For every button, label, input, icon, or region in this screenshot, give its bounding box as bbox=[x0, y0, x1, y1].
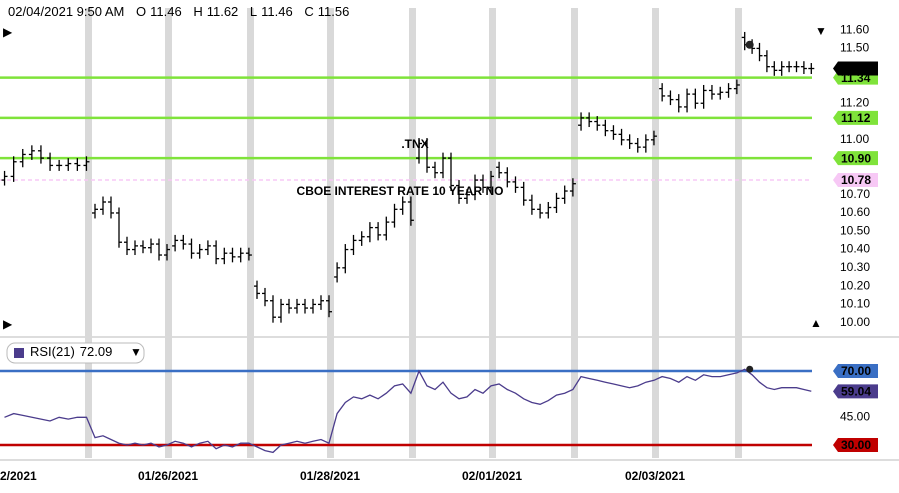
rsi-line bbox=[4, 368, 812, 454]
day-band bbox=[735, 8, 742, 458]
level-tag bbox=[833, 110, 878, 125]
level-tag bbox=[833, 364, 878, 379]
y-tick-label: 11.00 bbox=[840, 132, 869, 146]
plot: 10.00 10.10 10.20 10.30 10.40 10.50 10.60 10.70… bbox=[0, 22, 878, 483]
header: 02/04/2021 9:50 AM O 11.46 H 11.62 L 11.46 … bbox=[8, 4, 349, 19]
x-tick-label: 01/28/2021 bbox=[300, 469, 360, 483]
y-tick-label: 45.00 bbox=[840, 409, 870, 423]
rsi-legend-box[interactable] bbox=[6, 342, 145, 364]
day-band bbox=[571, 8, 578, 458]
x-tick-label: 01/26/2021 bbox=[138, 469, 198, 483]
quote-label: H bbox=[193, 4, 202, 19]
quote-label: O bbox=[136, 4, 146, 19]
quote-label: C bbox=[304, 4, 313, 19]
day-band bbox=[85, 8, 92, 458]
day-band bbox=[652, 8, 659, 458]
scroll-arrow[interactable]: ▲ bbox=[810, 316, 822, 330]
level-label: 70.00 bbox=[841, 364, 871, 378]
level-label: 11.12 bbox=[841, 111, 871, 125]
y-tick-label: 10.30 bbox=[840, 260, 870, 274]
level-label: 59.04 bbox=[841, 384, 871, 398]
day-band bbox=[489, 8, 496, 458]
y-tick-label: 10.10 bbox=[840, 297, 870, 311]
marker-dot bbox=[746, 365, 754, 373]
y-tick-label: 10.70 bbox=[840, 187, 870, 201]
y-tick-label: 11.20 bbox=[840, 95, 869, 109]
quote-value: 11.56 bbox=[318, 4, 350, 19]
x-tick-label: 02/01/2021 bbox=[462, 469, 522, 483]
x-tick-label: 02/03/2021 bbox=[625, 469, 685, 483]
y-tick-label: 10.40 bbox=[840, 242, 870, 256]
marker-dot bbox=[745, 40, 754, 49]
level-tag bbox=[833, 438, 878, 453]
y-tick-label: 10.60 bbox=[840, 205, 870, 219]
rsi-legend: RSI(21) 72.09 bbox=[30, 344, 112, 359]
legend-value: 72.09 bbox=[80, 344, 113, 359]
date-time: 02/04/2021 9:50 AM bbox=[8, 4, 124, 19]
watermark-symbol: .TNX bbox=[401, 137, 428, 151]
dropdown-arrow[interactable]: ▼ bbox=[130, 345, 142, 359]
level-tag bbox=[833, 384, 878, 399]
level-label: 10.78 bbox=[841, 173, 871, 187]
watermark-name: CBOE INTEREST RATE 10 YEAR NO bbox=[297, 184, 504, 198]
quote-value: 11.62 bbox=[207, 4, 239, 19]
quote-value: 11.46 bbox=[150, 4, 182, 19]
scroll-arrow[interactable]: ▶ bbox=[3, 25, 13, 39]
day-band bbox=[165, 8, 172, 458]
level-tag bbox=[833, 173, 878, 188]
y-tick-label: 10.50 bbox=[840, 223, 870, 237]
day-band bbox=[409, 8, 416, 458]
level-tag bbox=[833, 61, 878, 76]
level-label: 10.90 bbox=[841, 151, 871, 165]
y-tick-label: 10.20 bbox=[840, 278, 870, 292]
y-tick-label: 11.50 bbox=[840, 41, 869, 55]
legend-swatch bbox=[14, 348, 24, 358]
level-tag bbox=[833, 151, 878, 166]
legend-name: RSI(21) bbox=[30, 344, 75, 359]
y-tick-label: 10.00 bbox=[840, 315, 870, 329]
day-bands bbox=[85, 8, 742, 458]
level-label: 30.00 bbox=[841, 438, 871, 452]
y-tick-label: 11.60 bbox=[840, 22, 869, 36]
quote-label: L bbox=[250, 4, 257, 19]
scroll-arrow[interactable]: ▼ bbox=[815, 24, 827, 38]
day-band bbox=[247, 8, 254, 458]
x-tick-label: 2/2021 bbox=[0, 469, 37, 483]
scroll-arrow[interactable]: ▶ bbox=[3, 317, 13, 331]
level-label: 11.39 bbox=[841, 62, 871, 76]
day-band bbox=[327, 8, 334, 458]
quote-value: 11.46 bbox=[261, 4, 293, 19]
